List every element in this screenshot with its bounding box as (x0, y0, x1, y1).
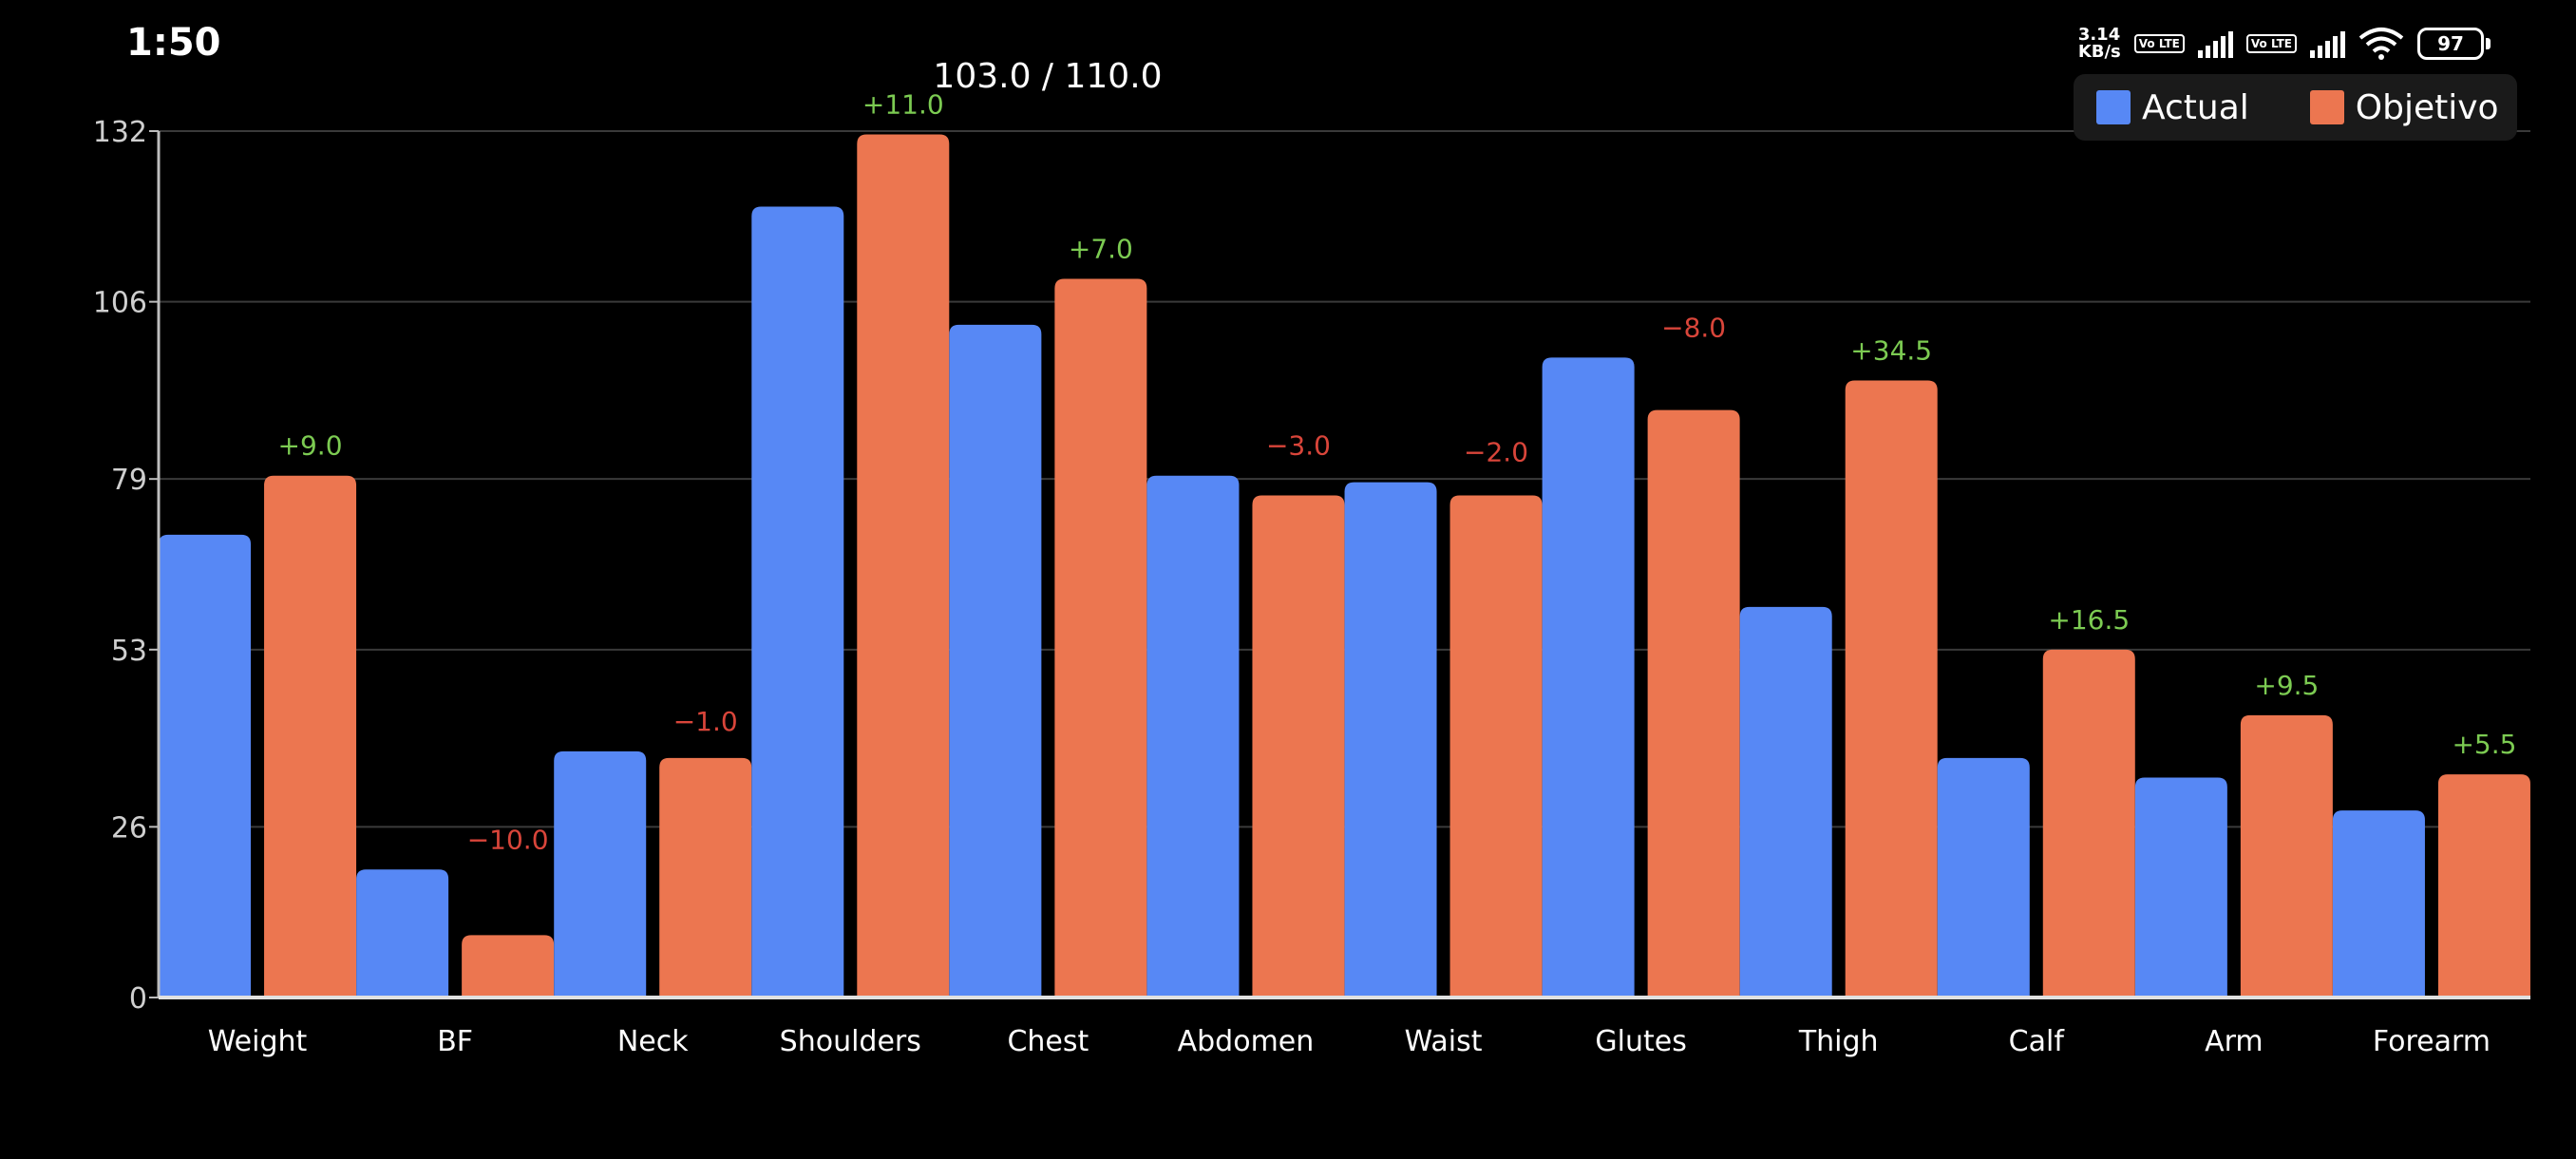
bar-actual-waist[interactable] (1344, 482, 1437, 998)
legend-swatch-objetivo (2309, 90, 2344, 124)
x-tick-label: Waist (1405, 1025, 1483, 1058)
x-tick-label: Weight (208, 1025, 308, 1058)
difference-label-arm: +9.5 (2254, 670, 2319, 701)
y-tick-label: 0 (129, 982, 147, 1016)
x-tick-label: Abdomen (1178, 1025, 1315, 1058)
y-axis-ticks: 0 26 53 79 106 132 (93, 116, 159, 1016)
bars (159, 134, 2530, 998)
chart-title: 103.0 / 110.0 (933, 57, 1162, 96)
x-tick-label: Arm (2205, 1025, 2263, 1058)
clock: 1:50 (126, 21, 221, 65)
y-tick-label: 53 (111, 635, 147, 668)
legend-item-actual[interactable]: Actual (2096, 88, 2249, 127)
difference-label-bf: −10.0 (467, 824, 549, 855)
bar-objetivo-waist[interactable] (1449, 495, 1543, 998)
bar-objetivo-weight[interactable] (264, 475, 357, 998)
x-axis-ticks: Weight BF Neck Shoulders Chest Abdomen Waist Gl… (208, 1025, 2491, 1058)
bar-objetivo-neck[interactable] (659, 757, 752, 998)
status-bar: 1:50 3.14 KB/s Vo LTE Vo LTE 97 (0, 0, 2576, 95)
legend-item-objetivo[interactable]: Objetivo (2309, 87, 2499, 127)
bar-actual-glutes[interactable] (1542, 357, 1635, 998)
bar-objetivo-forearm[interactable] (2437, 774, 2530, 998)
y-tick-label: 106 (93, 287, 147, 320)
network-speed-unit: KB/s (2077, 42, 2121, 62)
difference-label-abdomen: −3.0 (1266, 430, 1331, 462)
battery-icon: 97 (2417, 28, 2491, 60)
bar-actual-calf[interactable] (1937, 757, 2030, 998)
x-tick-label: Forearm (2373, 1025, 2491, 1058)
difference-label-neck: −1.0 (673, 706, 738, 737)
bar-actual-thigh[interactable] (1739, 606, 1832, 998)
difference-label-waist: −2.0 (1464, 437, 1528, 468)
bar-actual-arm[interactable] (2134, 777, 2227, 998)
y-tick-label: 79 (111, 464, 147, 497)
signal-icon (2197, 29, 2233, 58)
x-tick-label: Shoulders (780, 1025, 921, 1058)
difference-label-weight: +9.0 (278, 430, 343, 462)
difference-label-glutes: −8.0 (1661, 312, 1726, 343)
bar-objetivo-bf[interactable] (462, 935, 555, 998)
x-tick-label: Thigh (1798, 1025, 1879, 1058)
bar-actual-forearm[interactable] (2332, 810, 2425, 998)
x-tick-label: Chest (1007, 1025, 1089, 1058)
signal-icon (2310, 29, 2345, 58)
difference-label-shoulders: +11.0 (862, 88, 944, 120)
difference-label-forearm: +5.5 (2452, 729, 2516, 760)
difference-label-calf: +16.5 (2048, 604, 2130, 636)
y-tick-label: 26 (111, 811, 147, 845)
bar-objetivo-thigh[interactable] (1845, 380, 1938, 998)
bar-objetivo-shoulders[interactable] (857, 134, 950, 998)
difference-labels: +9.0 −10.0 −1.0 +11.0 +7.0 −3.0 −2.0 −8.0 +34.5 +… (278, 88, 2517, 855)
legend[interactable]: Actual Objetivo (2074, 74, 2517, 141)
difference-label-chest: +7.0 (1069, 233, 1133, 264)
legend-swatch-actual (2096, 90, 2131, 124)
battery-level: 97 (2417, 28, 2484, 60)
bar-actual-bf[interactable] (356, 869, 449, 998)
x-tick-label: Glutes (1595, 1025, 1686, 1058)
bar-actual-chest[interactable] (949, 324, 1042, 998)
wifi-icon (2358, 28, 2404, 60)
x-tick-label: Calf (2009, 1025, 2066, 1058)
network-speed: 3.14 KB/s (2078, 27, 2121, 61)
bar-objetivo-arm[interactable] (2240, 714, 2333, 998)
bar-objetivo-chest[interactable] (1054, 278, 1147, 998)
x-tick-label: BF (437, 1025, 473, 1058)
x-tick-label: Neck (617, 1025, 689, 1058)
y-tick-label: 132 (93, 116, 147, 149)
volte-icon: Vo LTE (2133, 34, 2185, 53)
grid-lines (159, 130, 2530, 828)
legend-label-actual: Actual (2142, 87, 2249, 127)
bar-actual-neck[interactable] (554, 750, 647, 998)
bar-objetivo-glutes[interactable] (1647, 409, 1740, 998)
legend-label-objetivo: Objetivo (2355, 87, 2499, 127)
bar-objetivo-abdomen[interactable] (1252, 495, 1345, 998)
status-icons: 3.14 KB/s Vo LTE Vo LTE 97 (2078, 27, 2491, 61)
bar-actual-shoulders[interactable] (751, 206, 844, 998)
network-speed-value: 3.14 (2077, 25, 2121, 45)
bar-actual-weight[interactable] (159, 534, 252, 998)
volte-icon: Vo LTE (2245, 34, 2297, 53)
bar-objetivo-calf[interactable] (2042, 649, 2135, 998)
difference-label-thigh: +34.5 (1850, 335, 1932, 367)
bar-actual-abdomen[interactable] (1146, 475, 1240, 998)
